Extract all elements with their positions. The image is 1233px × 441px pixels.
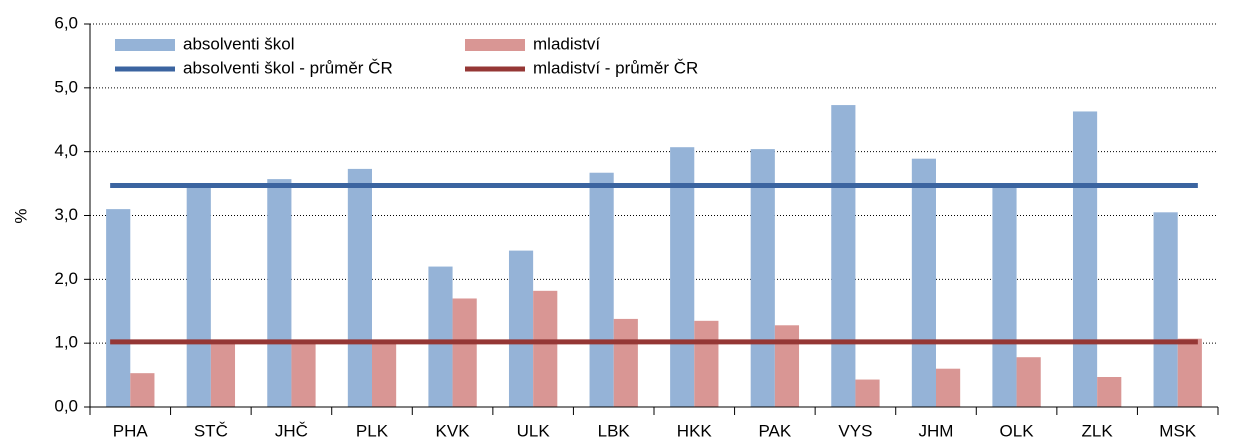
y-tick-label: 5,0 [54,77,78,96]
legend-swatch [115,39,175,51]
legend-label: absolventi škol - průměr ČR [183,58,393,77]
bar [347,168,372,407]
bar [936,368,961,407]
bar [186,183,211,407]
x-tick-label: ZLK [1082,421,1114,440]
y-tick-label: 0,0 [54,396,78,415]
bar [613,318,638,407]
bar [831,105,856,408]
bar [533,290,558,407]
x-tick-label: ULK [517,421,551,440]
x-tick-label: VYS [838,421,872,440]
x-tick-label: KVK [436,421,471,440]
bar [428,266,453,407]
bar [452,298,477,407]
bar [1153,212,1178,407]
x-tick-label: PHA [113,421,149,440]
bar [1072,111,1098,408]
x-tick-label: LBK [598,421,631,440]
bar [106,209,131,407]
y-tick-label: 1,0 [54,333,78,352]
legend-label: mladiství [533,34,600,53]
x-tick-label: PAK [758,421,791,440]
bar [267,179,292,407]
x-tick-label: MSK [1159,421,1197,440]
x-tick-label: STČ [194,421,228,440]
bar [750,149,775,407]
bar [855,379,880,407]
y-tick-label: 4,0 [54,141,78,160]
x-tick-label: JHM [919,421,954,440]
bar [210,339,236,407]
bar [694,320,719,407]
x-tick-label: PLK [356,421,389,440]
x-tick-label: HKK [677,421,713,440]
legend-label: absolventi škol [183,34,295,53]
y-tick-label: 2,0 [54,269,78,288]
x-tick-label: JHČ [275,421,308,440]
x-tick-label: OLK [1000,421,1035,440]
bar [992,183,1017,407]
bar [1177,338,1202,407]
y-axis-label: % [11,208,30,223]
legend-swatch [465,39,525,51]
legend-label: mladiství - průměr ČR [533,58,698,77]
y-tick-label: 3,0 [54,205,78,224]
bar [508,250,534,407]
bar [1016,357,1041,407]
bar [291,339,316,407]
bar [589,172,614,407]
bar [1097,376,1122,407]
y-tick-label: 6,0 [54,13,78,32]
bar [774,325,800,407]
bar [911,158,936,407]
bar [130,373,155,407]
bar [372,339,397,407]
bar [670,147,695,407]
